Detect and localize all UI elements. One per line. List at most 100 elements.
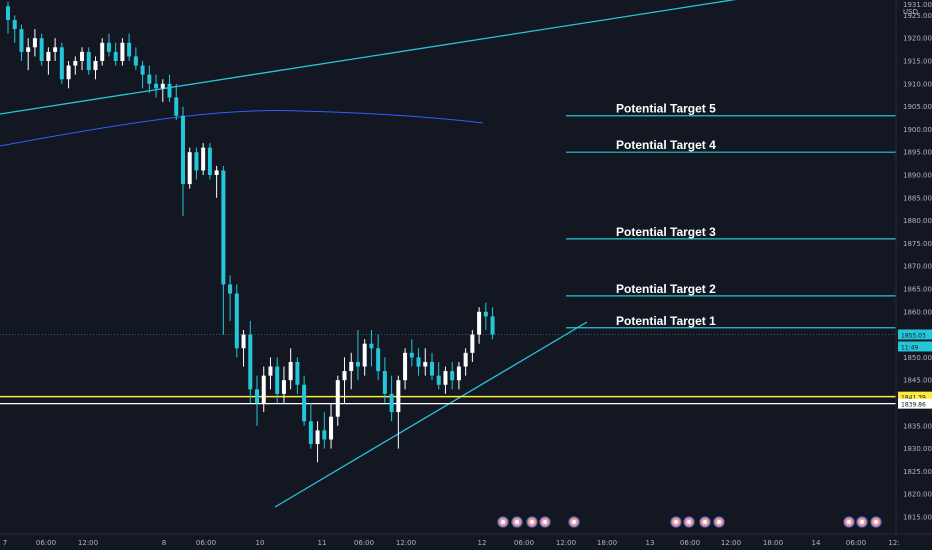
candle-body [234,293,239,349]
candle-body [302,384,307,422]
event-icon-dot [847,520,851,524]
candle-body [46,51,51,61]
price-tick-label: 1890.00 [903,172,932,180]
candle-body [463,352,468,367]
price-tick-label: 1815.00 [903,514,932,522]
candle-body [483,311,488,317]
candle-body [160,83,165,89]
price-tick-label: 1910.00 [903,80,932,88]
price-tick-label: 1880.00 [903,217,932,225]
event-icon-dot [501,520,505,524]
moving-average-line [0,109,484,147]
candle-body [207,147,212,175]
event-icon-dot [717,520,721,524]
current-price-label-bg [898,329,932,340]
candle-body [436,375,441,385]
candle-body [362,343,367,367]
price-tick-label: 1900.00 [903,126,932,134]
time-tick-label: 12:00 [78,539,98,547]
upper-trendline [0,0,737,115]
candle-body [255,389,260,403]
targets-layer: Potential Target 5 Potential Target 4 Pote… [566,102,896,329]
price-tick-label: 1820.00 [903,491,932,499]
candle-body [100,42,105,61]
candle-body [450,371,455,381]
candle-body [281,380,286,394]
candle-body [180,115,185,185]
candle-body [376,348,381,372]
event-icon-dot [543,520,547,524]
candle-body [221,170,226,285]
candle-body [73,61,78,66]
time-tick-label: 18:00 [597,539,617,547]
candle-body [342,371,347,381]
candle-body [66,65,71,80]
candle-body [53,47,58,52]
price-tick-label: 1885.00 [903,194,932,202]
time-tick-label: 06:00 [680,539,700,547]
price-tick-label: 1925.00 [903,12,932,20]
candle-body [174,97,179,116]
white-level-label-bg [898,398,932,409]
time-tick-label: 12:00 [556,539,576,547]
event-icon-dot [874,520,878,524]
time-tick-label: 11 [318,539,327,547]
white-level-label: 1839.86 [901,402,926,409]
yellow-level-label: 1841.39 [901,395,926,402]
event-icon-dot [515,520,519,524]
candle-body [32,38,37,48]
price-tick-label: 1895.00 [903,149,932,157]
candle-body [429,361,434,376]
time-tick-label: 06:00 [354,539,374,547]
candle-body [113,51,118,61]
candle-body [349,361,354,372]
candles-layer [6,1,495,463]
price-tick-label: 1860.00 [903,308,932,316]
candle-body [26,47,31,52]
candle-body [6,6,10,20]
candle-body [308,421,313,445]
event-icon-dot [674,520,678,524]
time-tick-label: 06:00 [196,539,216,547]
candle-body [106,42,111,52]
target-label: Potential Target 3 [616,225,716,239]
candle-body [416,357,421,367]
time-axis[interactable]: 7 06:00 12:00 8 06:00 10 11 06:00 12:00 12 06:00 12… [3,539,900,547]
candle-body [241,334,246,349]
candle-body [403,352,408,381]
candle-body [194,152,199,171]
time-tick-label: 8 [162,539,166,547]
candle-body [154,83,159,89]
time-tick-label: 7 [3,539,7,547]
candle-body [470,334,475,353]
target-label: Potential Target 4 [616,138,716,152]
event-icon-dot [572,520,576,524]
candle-body [389,393,394,413]
candle-body [477,311,482,335]
candle-body [315,430,320,445]
candle-body [59,47,64,80]
price-tick-label: 1850.00 [903,354,932,362]
price-tick-label: 1875.00 [903,240,932,248]
support-trendline [274,321,588,508]
price-tick-label: 1920.00 [903,35,932,43]
target-label: Potential Target 5 [616,102,716,116]
price-axis-currency: USD [903,8,918,16]
candle-body [39,38,44,61]
candle-body [187,152,192,185]
price-tick-label: 1845.00 [903,377,932,385]
time-tick-label: 06:00 [846,539,866,547]
price-tick-label: 1870.00 [903,263,932,271]
candle-body [382,371,387,394]
candle-body [228,284,233,294]
price-tick-label: 1905.00 [903,103,932,111]
candle-body [201,147,206,171]
candle-body [86,51,91,71]
candle-body [140,65,145,75]
countdown-label-bg [898,341,932,352]
price-tick-label: 1915.00 [903,58,932,66]
event-icon-dot [687,520,691,524]
